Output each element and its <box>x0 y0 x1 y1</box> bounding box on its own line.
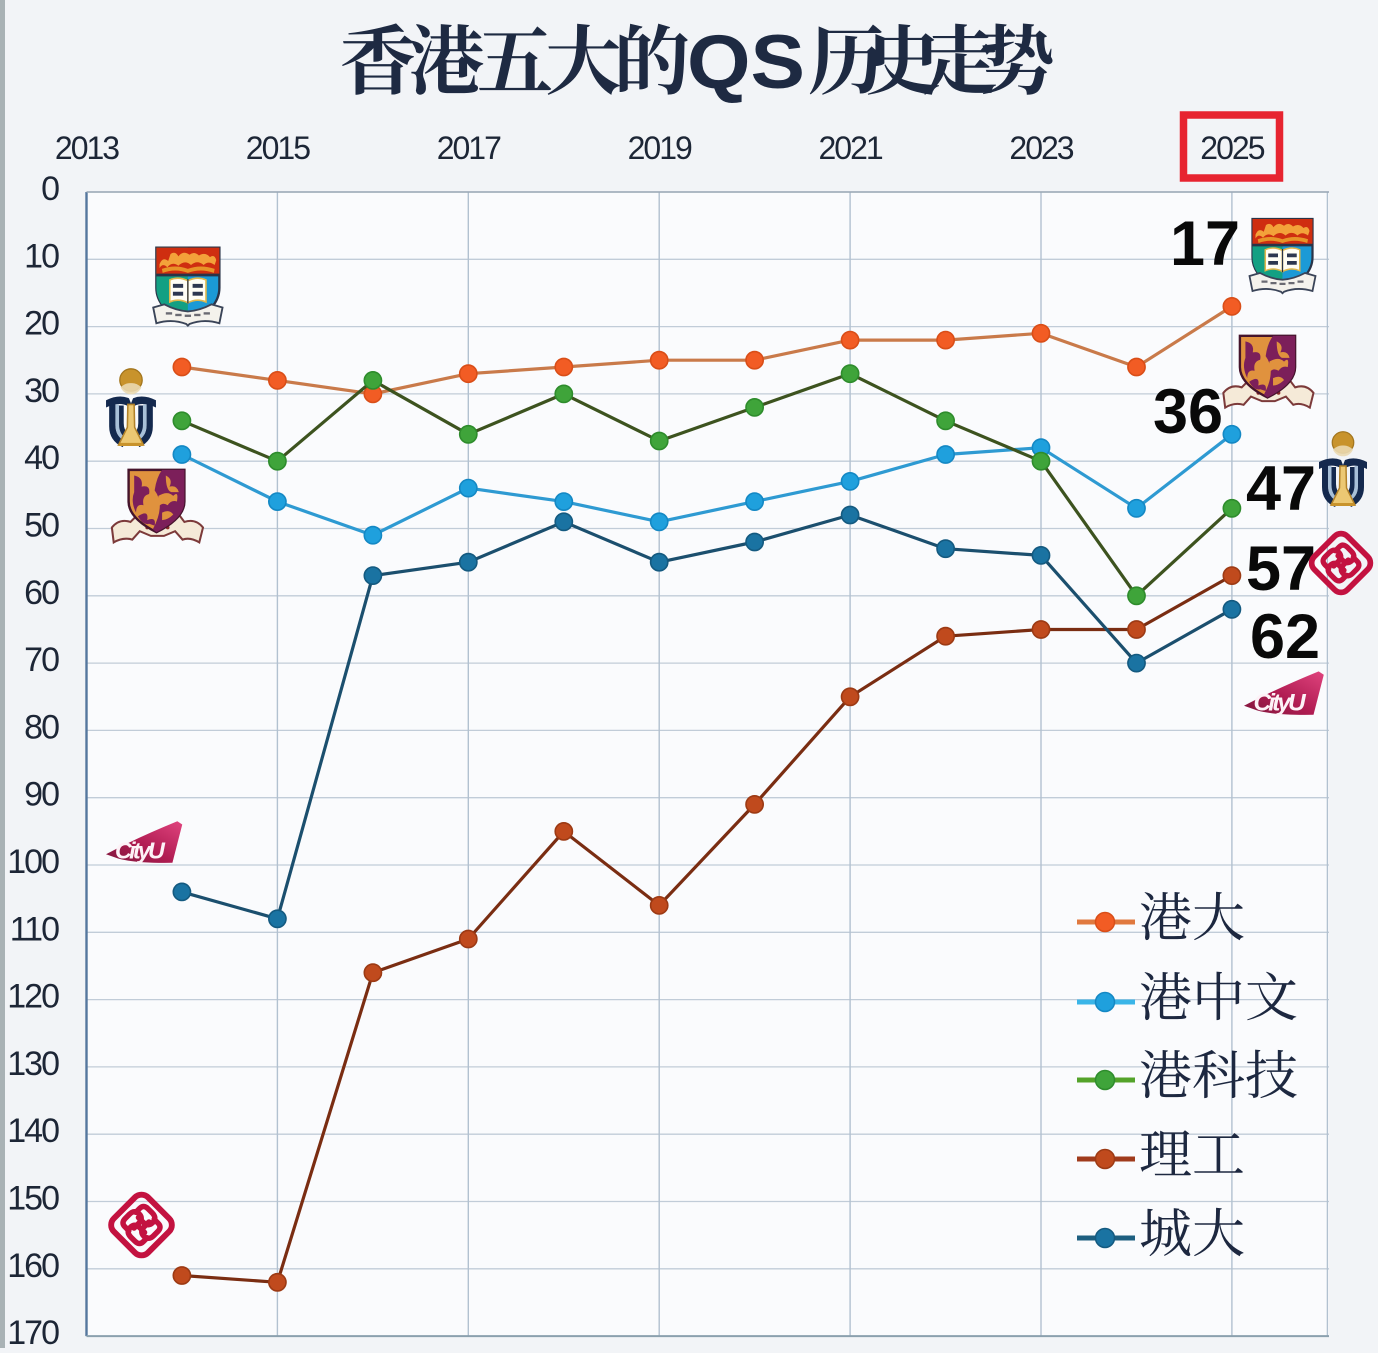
svg-text:QS: QS <box>687 20 805 105</box>
svg-text:100: 100 <box>7 843 59 881</box>
svg-text:70: 70 <box>24 641 59 679</box>
svg-text:120: 120 <box>7 978 59 1016</box>
svg-text:57: 57 <box>1246 534 1316 604</box>
svg-text:10: 10 <box>24 237 59 275</box>
svg-text:160: 160 <box>7 1247 59 1285</box>
svg-text:0: 0 <box>41 170 59 208</box>
svg-text:47: 47 <box>1246 454 1316 524</box>
svg-text:36: 36 <box>1153 377 1223 447</box>
svg-text:17: 17 <box>1170 209 1240 279</box>
svg-text:40: 40 <box>24 439 59 477</box>
svg-text:60: 60 <box>24 574 59 612</box>
svg-text:2015: 2015 <box>246 130 310 166</box>
svg-text:30: 30 <box>24 372 59 410</box>
svg-text:110: 110 <box>10 910 59 948</box>
svg-text:50: 50 <box>24 507 59 545</box>
svg-text:150: 150 <box>7 1180 59 1218</box>
svg-text:2017: 2017 <box>437 130 501 166</box>
svg-text:140: 140 <box>7 1112 59 1150</box>
svg-text:170: 170 <box>7 1314 59 1348</box>
svg-text:2019: 2019 <box>628 130 692 166</box>
svg-text:90: 90 <box>24 776 59 814</box>
svg-text:2023: 2023 <box>1009 130 1073 166</box>
svg-text:2013: 2013 <box>55 130 119 166</box>
svg-text:2025: 2025 <box>1200 130 1264 166</box>
svg-text:130: 130 <box>7 1045 59 1083</box>
svg-text:80: 80 <box>24 708 59 746</box>
svg-text:20: 20 <box>24 305 59 343</box>
svg-text:62: 62 <box>1250 602 1320 672</box>
svg-text:2021: 2021 <box>819 130 883 166</box>
